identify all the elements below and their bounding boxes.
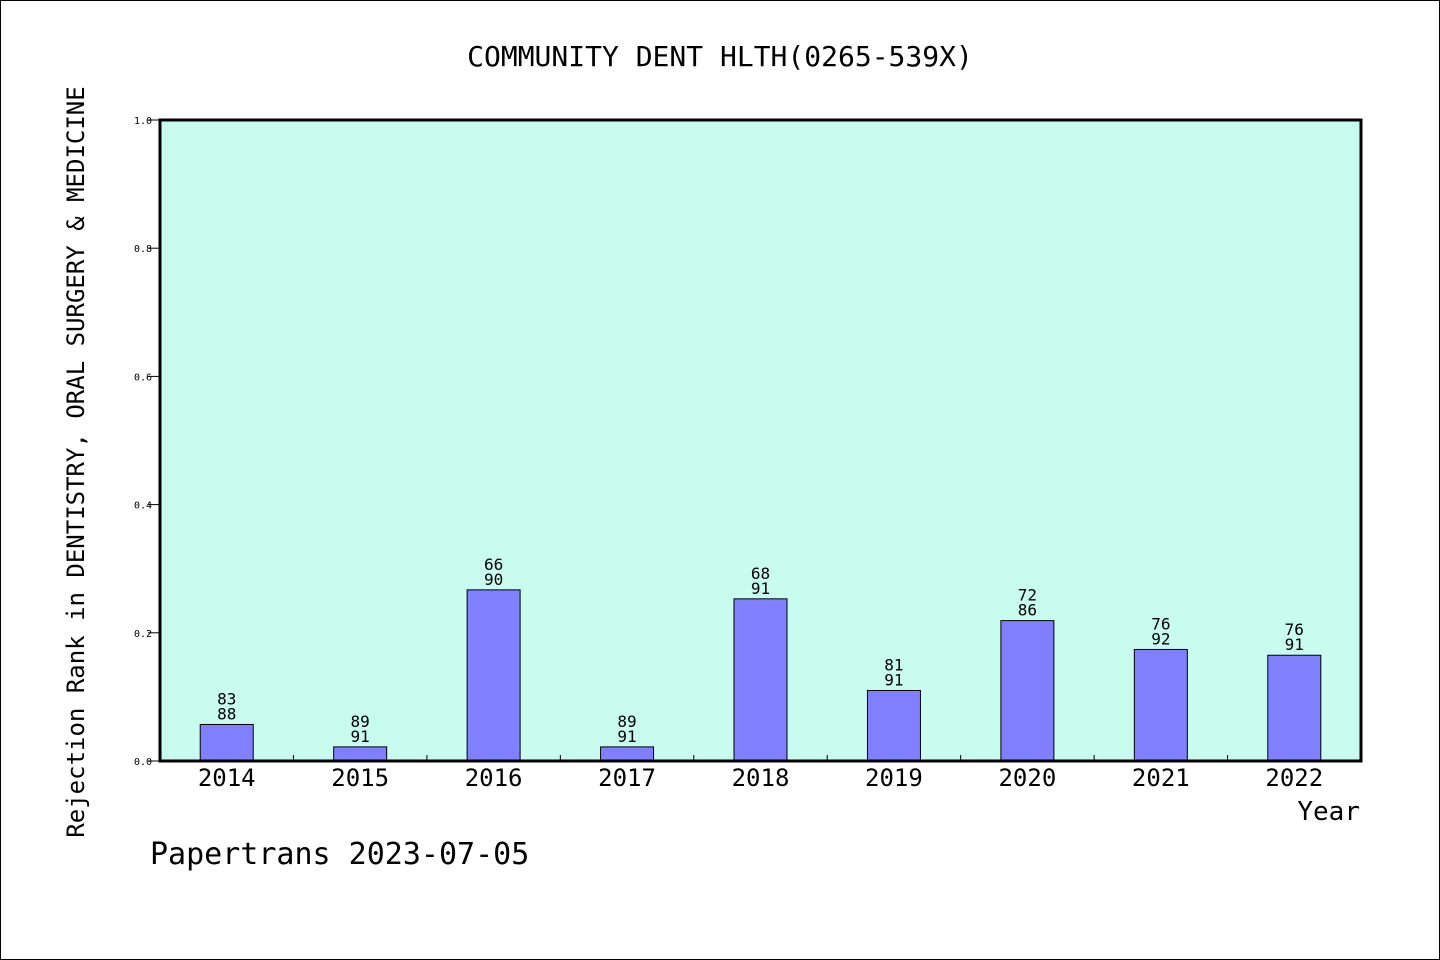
bar-label-bottom: 86 bbox=[1018, 601, 1037, 620]
x-tick-label: 2020 bbox=[998, 764, 1056, 792]
x-tick-label: 2015 bbox=[331, 764, 389, 792]
bar-label-top: 89 bbox=[617, 712, 636, 731]
x-tick-label: 2021 bbox=[1132, 764, 1190, 792]
x-axis-ticks: 2014 2015 2016 2017 2018 2019 2020 2021 2022 bbox=[198, 755, 1323, 792]
y-tick-label: 0.0 bbox=[134, 757, 152, 768]
x-tick-label: 2019 bbox=[865, 764, 923, 792]
x-tick-label: 2016 bbox=[465, 764, 523, 792]
y-tick-label: 1.0 bbox=[134, 116, 152, 127]
bar-label-bottom: 91 bbox=[751, 579, 770, 598]
bar-label-bottom: 88 bbox=[217, 704, 236, 723]
bar-2014 bbox=[199, 723, 254, 762]
plot-border bbox=[158, 118, 1363, 763]
bar-label-top: 76 bbox=[1151, 614, 1170, 633]
y-tick-label: 0.8 bbox=[134, 244, 152, 255]
bar-label-top: 76 bbox=[1285, 620, 1304, 639]
chart-title: COMMUNITY DENT HLTH(0265-539X) bbox=[467, 40, 973, 73]
bar-label-bottom: 91 bbox=[1285, 635, 1304, 654]
x-tick-label: 2014 bbox=[198, 764, 256, 792]
bar-label-bottom: 91 bbox=[351, 727, 370, 746]
bar-label-bottom: 91 bbox=[884, 670, 903, 689]
bar-2021 bbox=[1133, 648, 1188, 762]
bar-label-top: 68 bbox=[751, 564, 770, 583]
bar-2017 bbox=[600, 746, 655, 762]
bar-label-top: 83 bbox=[217, 689, 236, 708]
y-axis-ticks: 0.0 0.2 0.4 0.6 0.8 1.0 bbox=[134, 116, 160, 768]
bar-label-bottom: 92 bbox=[1151, 629, 1170, 648]
bar-2020 bbox=[1000, 620, 1055, 762]
x-axis-label: Year bbox=[1297, 797, 1360, 827]
x-tick-label: 2018 bbox=[732, 764, 790, 792]
bar-2018 bbox=[733, 598, 788, 762]
y-tick-label: 0.2 bbox=[134, 629, 152, 640]
y-axis-label: Rejection Rank in DENTISTRY, ORAL SURGER… bbox=[62, 86, 90, 837]
bar-2016 bbox=[466, 589, 521, 762]
y-tick-label: 0.6 bbox=[134, 372, 152, 383]
bar-2015 bbox=[333, 746, 388, 762]
bar-2022 bbox=[1267, 654, 1322, 762]
bar-label-top: 89 bbox=[351, 712, 370, 731]
bar-label-bottom: 91 bbox=[617, 727, 636, 746]
x-tick-label: 2022 bbox=[1265, 764, 1323, 792]
bar-2019 bbox=[866, 689, 921, 762]
bar-label-top: 66 bbox=[484, 555, 503, 574]
y-tick-label: 0.4 bbox=[134, 501, 152, 512]
bar-label-top: 81 bbox=[884, 655, 903, 674]
bar-label-top: 72 bbox=[1018, 586, 1037, 605]
footer-text: Papertrans 2023-07-05 bbox=[150, 837, 529, 872]
x-tick-label: 2017 bbox=[598, 764, 656, 792]
bar-label-bottom: 90 bbox=[484, 570, 503, 589]
